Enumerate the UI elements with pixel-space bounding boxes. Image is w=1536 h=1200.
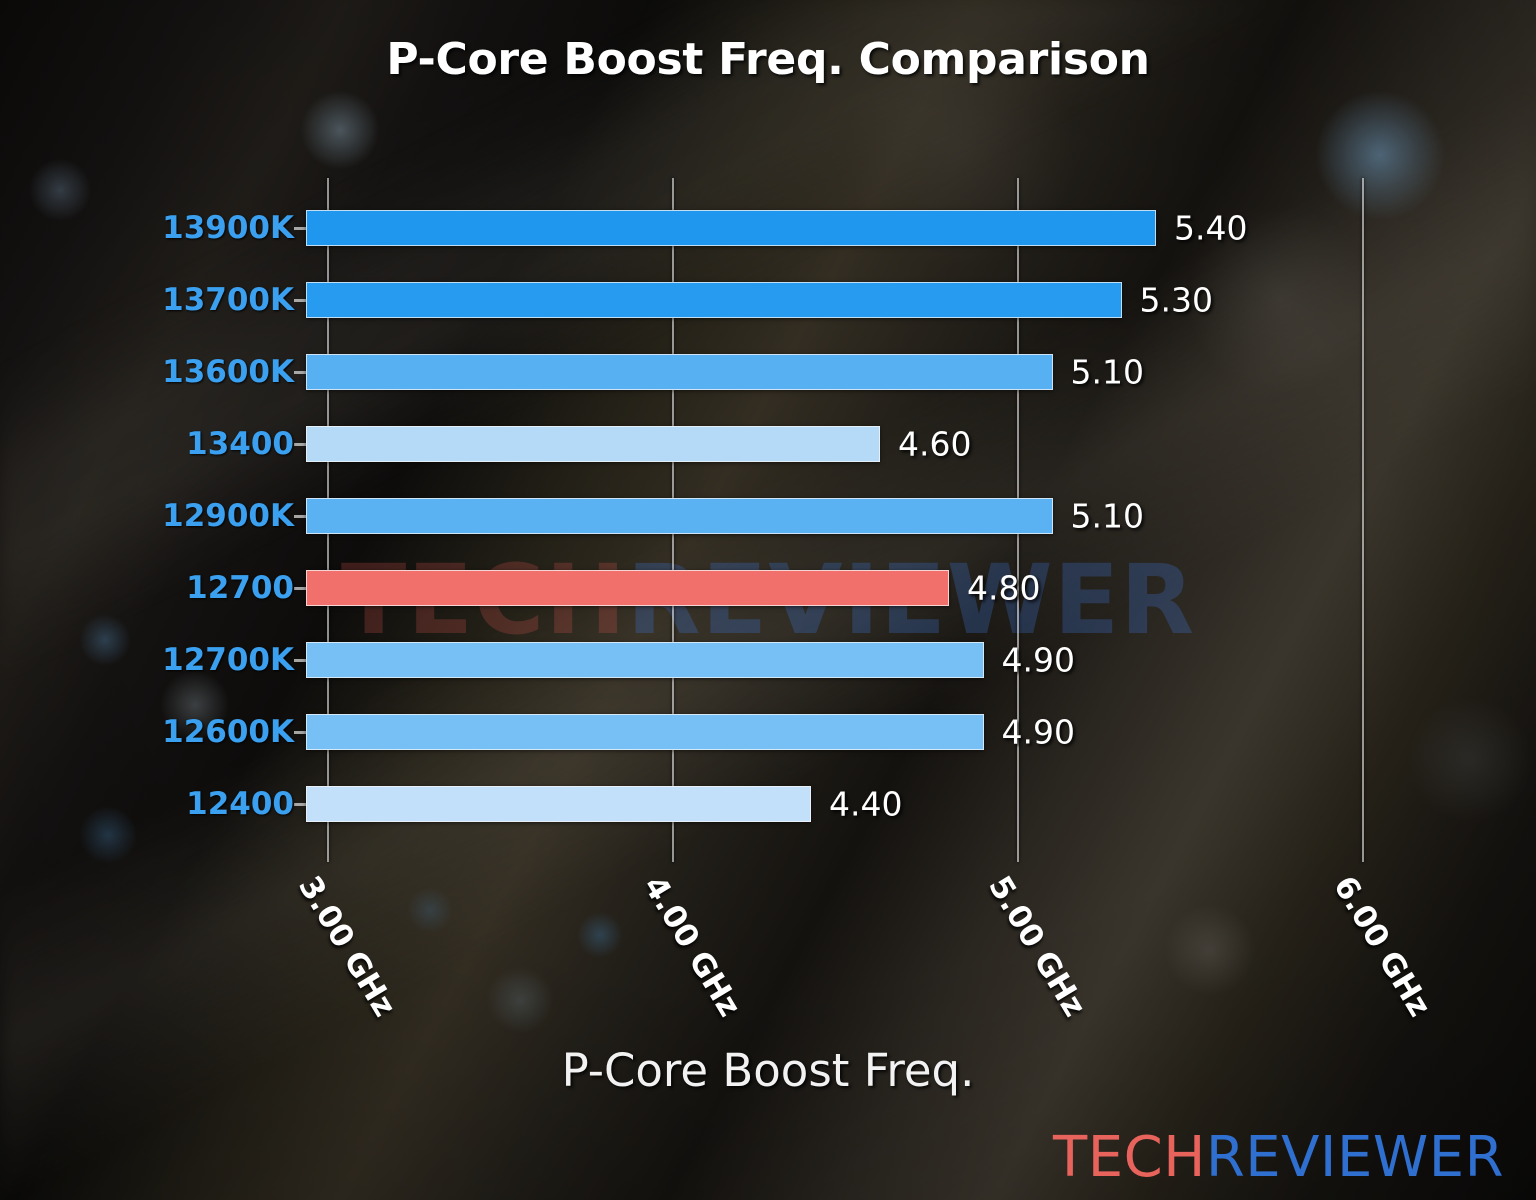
chart-title: P-Core Boost Freq. Comparison [386, 34, 1150, 85]
gridline [1362, 178, 1364, 862]
bar-13600k[interactable] [306, 353, 1053, 390]
value-label-12700: 4.80 [967, 568, 1041, 607]
y-tick-mark [294, 658, 306, 662]
category-label-12700k: 12700K [162, 641, 294, 678]
y-tick-mark [294, 730, 306, 734]
y-tick-mark [294, 586, 306, 590]
value-label-12600k: 4.90 [1001, 712, 1075, 751]
x-tick-label: 6.00 GHz [1326, 870, 1438, 1023]
bar-13400[interactable] [306, 425, 880, 462]
category-label-12600k: 12600K [162, 713, 294, 750]
category-label-13700k: 13700K [162, 281, 294, 318]
x-axis-label: P-Core Boost Freq. [561, 1044, 975, 1097]
bar-13700k[interactable] [306, 281, 1122, 318]
category-label-13900k: 13900K [162, 209, 294, 246]
techreviewer-logo: TECHREVIEWER [1053, 1125, 1504, 1190]
y-tick-mark [294, 802, 306, 806]
category-label-13600k: 13600K [162, 353, 294, 390]
bar-12700k[interactable] [306, 641, 984, 678]
category-label-12700: 12700 [186, 569, 294, 606]
category-label-12900k: 12900K [162, 497, 294, 534]
y-tick-mark [294, 370, 306, 374]
category-label-13400: 13400 [186, 425, 294, 462]
y-tick-mark [294, 442, 306, 446]
value-label-13900k: 5.40 [1174, 208, 1248, 247]
value-label-13700k: 5.30 [1139, 280, 1213, 319]
x-tick-label: 5.00 GHz [981, 870, 1093, 1023]
y-tick-mark [294, 298, 306, 302]
y-tick-mark [294, 226, 306, 230]
bar-13900k[interactable] [306, 209, 1156, 246]
y-tick-mark [294, 514, 306, 518]
bar-12900k[interactable] [306, 497, 1053, 534]
x-tick-label: 3.00 GHz [291, 870, 403, 1023]
category-label-12400: 12400 [186, 785, 294, 822]
value-label-13400: 4.60 [898, 424, 972, 463]
bar-12600k[interactable] [306, 713, 984, 750]
value-label-12900k: 5.10 [1070, 496, 1144, 535]
logo-tech: TECH [1053, 1125, 1206, 1190]
value-label-12400: 4.40 [829, 784, 903, 823]
bar-12700[interactable] [306, 569, 949, 606]
x-tick-label: 4.00 GHz [636, 870, 748, 1023]
value-label-13600k: 5.10 [1070, 352, 1144, 391]
value-label-12700k: 4.90 [1001, 640, 1075, 679]
bar-12400[interactable] [306, 785, 811, 822]
logo-reviewer: REVIEWER [1205, 1125, 1504, 1190]
